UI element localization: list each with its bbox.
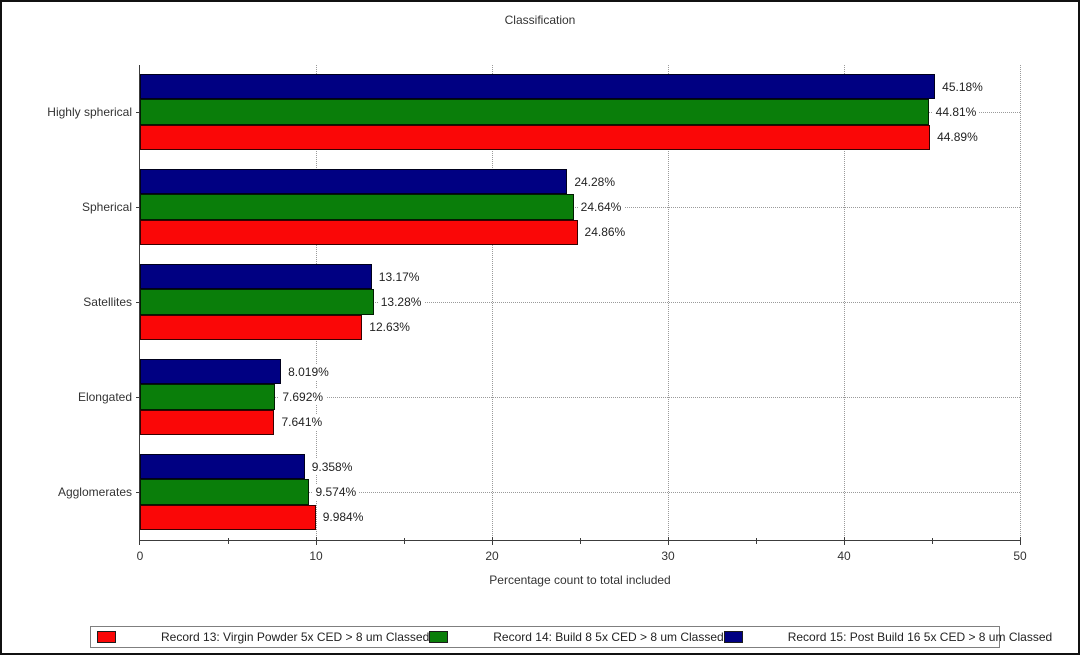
x-axis-tick-minor [756, 538, 757, 544]
bar [140, 99, 929, 125]
bar [140, 384, 276, 410]
x-axis-tick-label: 10 [309, 549, 323, 563]
legend-swatch-green [429, 631, 449, 643]
legend-item-record-14: Record 14: Build 8 5x CED > 8 um Classed [429, 630, 724, 644]
category-label: Elongated [77, 390, 132, 404]
x-axis-line [139, 540, 1020, 541]
bar-value-label: 9.984% [319, 509, 367, 526]
bar [140, 289, 374, 315]
gridline-horizontal [140, 302, 1020, 303]
category-label: Highly spherical [47, 105, 132, 119]
bar-value-label: 24.64% [577, 199, 625, 215]
legend-label: Record 13: Virgin Powder 5x CED > 8 um C… [161, 630, 430, 644]
bar [140, 219, 578, 245]
bar [140, 169, 568, 195]
bar [140, 194, 574, 220]
legend-item-record-15: Record 15: Post Build 16 5x CED > 8 um C… [723, 630, 1053, 644]
bar [140, 504, 316, 530]
legend-swatch-red [97, 631, 116, 643]
bar-value-label: 12.63% [366, 319, 413, 336]
y-axis-line [139, 65, 140, 541]
legend: Record 13: Virgin Powder 5x CED > 8 um C… [90, 626, 1052, 648]
plot-area: 45.18% 44.81% 44.89% 24.28% 24.64% 24.86% 13.1… [137, 65, 1027, 563]
bar-value-label: 9.358% [308, 458, 356, 475]
bar-value-label: 13.28% [377, 294, 425, 310]
bar [140, 264, 372, 290]
x-axis-tick-major [844, 537, 845, 545]
x-axis-tick-major [139, 537, 140, 545]
x-axis-tick-label: 40 [837, 549, 851, 563]
bar-value-label: 24.86% [581, 224, 629, 241]
bar-value-label: 7.641% [278, 414, 326, 431]
bar-value-label: 9.574% [312, 484, 360, 500]
gridline-horizontal [140, 397, 1020, 398]
bar-value-label: 44.89% [934, 129, 981, 146]
gridline-horizontal [140, 492, 1020, 493]
category-label: Agglomerates [57, 485, 132, 499]
chart-title: Classification [504, 13, 576, 27]
x-axis-tick-label: 30 [661, 549, 675, 563]
legend-label: Record 14: Build 8 5x CED > 8 um Classed [493, 630, 724, 644]
legend-label: Record 15: Post Build 16 5x CED > 8 um C… [787, 630, 1053, 644]
bar [140, 74, 936, 100]
x-axis-title: Percentage count to total included [489, 573, 671, 587]
bar-value-label: 7.692% [279, 389, 327, 405]
x-axis-tick-label: 20 [485, 549, 499, 563]
bar [140, 314, 363, 340]
x-axis-tick-major [492, 537, 493, 545]
bar-value-label: 24.28% [571, 173, 619, 190]
y-axis-tick [136, 207, 140, 208]
bar [140, 124, 931, 150]
x-axis-tick-major [668, 537, 669, 545]
category-label: Spherical [81, 200, 132, 214]
x-axis-tick-minor [404, 538, 405, 544]
x-axis-tick-major [316, 537, 317, 545]
bar [140, 454, 305, 480]
bar-value-label: 8.019% [285, 363, 332, 380]
bar [140, 479, 309, 505]
legend-item-record-13: Record 13: Virgin Powder 5x CED > 8 um C… [97, 630, 429, 644]
x-axis-tick-minor [932, 538, 933, 544]
y-axis-tick [136, 397, 140, 398]
bar [140, 359, 282, 385]
y-axis-tick [136, 112, 140, 113]
x-axis-tick-major [1020, 537, 1021, 545]
x-axis-tick-label: 0 [136, 549, 144, 563]
y-axis-tick [136, 302, 140, 303]
category-label: Satellites [83, 295, 132, 309]
bar-value-label: 44.81% [932, 104, 980, 120]
x-axis-tick-label: 50 [1013, 549, 1027, 563]
x-axis-tick-minor [228, 538, 229, 544]
bar-value-label: 13.17% [375, 268, 423, 285]
y-axis-tick [136, 492, 140, 493]
gridline-vertical [1020, 65, 1021, 540]
legend-swatch-navy [723, 631, 743, 643]
bar-value-label: 45.18% [939, 78, 986, 95]
bar [140, 409, 275, 435]
x-axis-tick-minor [580, 538, 581, 544]
